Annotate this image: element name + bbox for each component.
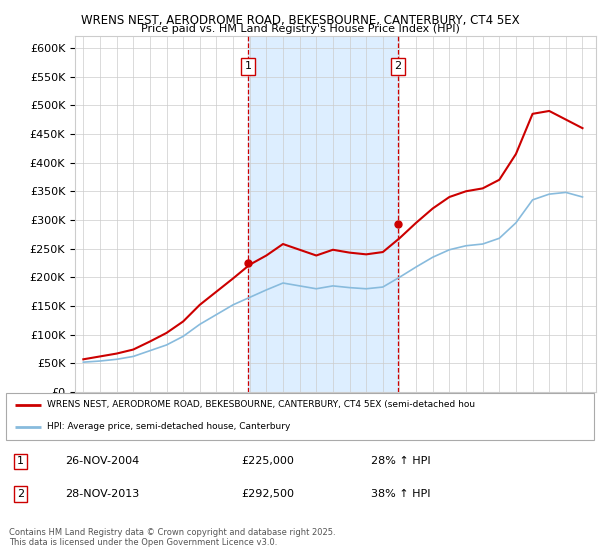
Text: WRENS NEST, AERODROME ROAD, BEKESBOURNE, CANTERBURY, CT4 5EX: WRENS NEST, AERODROME ROAD, BEKESBOURNE,…: [80, 14, 520, 27]
Text: £225,000: £225,000: [241, 456, 294, 466]
Text: 38% ↑ HPI: 38% ↑ HPI: [371, 489, 430, 499]
Text: 2: 2: [17, 489, 24, 499]
Text: 28-NOV-2013: 28-NOV-2013: [65, 489, 139, 499]
Text: Price paid vs. HM Land Registry's House Price Index (HPI): Price paid vs. HM Land Registry's House …: [140, 24, 460, 34]
Text: WRENS NEST, AERODROME ROAD, BEKESBOURNE, CANTERBURY, CT4 5EX (semi-detached hou: WRENS NEST, AERODROME ROAD, BEKESBOURNE,…: [47, 400, 475, 409]
Text: 26-NOV-2004: 26-NOV-2004: [65, 456, 139, 466]
Text: HPI: Average price, semi-detached house, Canterbury: HPI: Average price, semi-detached house,…: [47, 422, 290, 431]
FancyBboxPatch shape: [6, 393, 594, 440]
Text: 28% ↑ HPI: 28% ↑ HPI: [371, 456, 430, 466]
Text: Contains HM Land Registry data © Crown copyright and database right 2025.
This d: Contains HM Land Registry data © Crown c…: [9, 528, 335, 547]
Text: 2: 2: [394, 61, 401, 71]
Text: 1: 1: [245, 61, 251, 71]
Text: £292,500: £292,500: [241, 489, 294, 499]
Text: 1: 1: [17, 456, 24, 466]
Bar: [248, 36, 398, 392]
